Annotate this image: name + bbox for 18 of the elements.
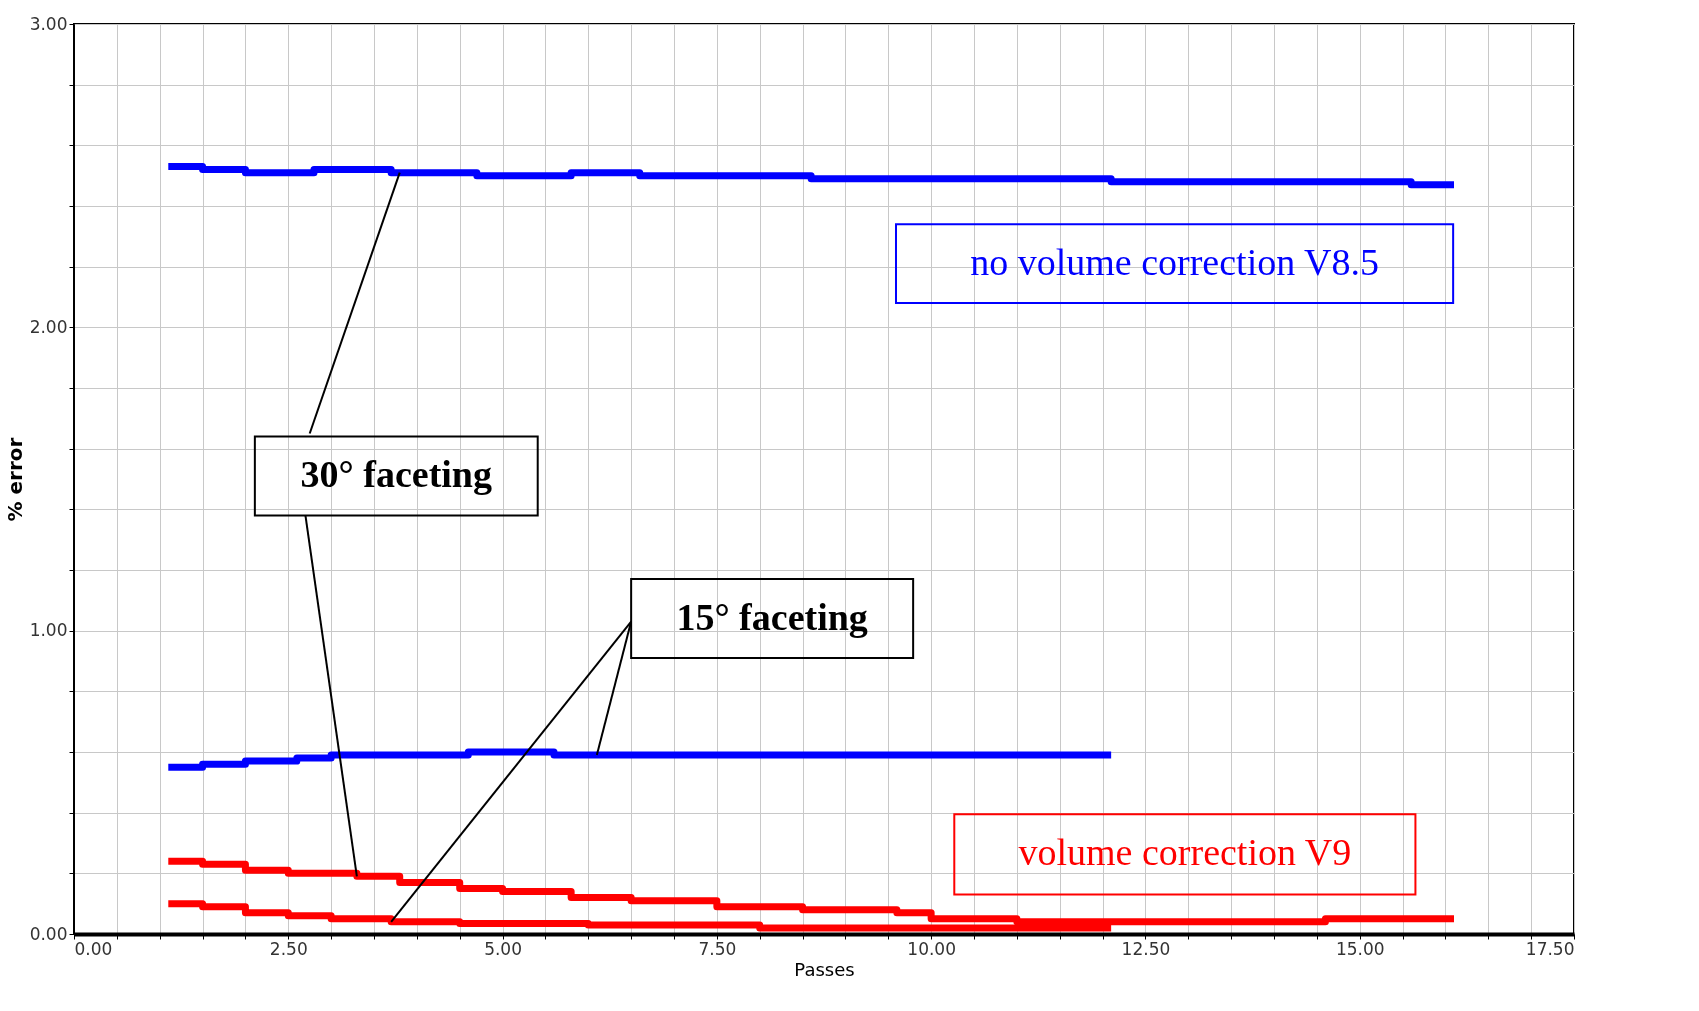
- y-axis-title: % error: [2, 437, 27, 522]
- x-tick-label: 0.00: [74, 938, 113, 959]
- x-tick-label: 10.00: [907, 938, 956, 959]
- y-tick-label: 3.00: [29, 13, 68, 34]
- x-tick-label: 12.50: [1121, 938, 1171, 959]
- annotation: 15° faceting: [676, 595, 868, 638]
- x-tick-label: 17.50: [1525, 938, 1575, 959]
- x-tick-label: 2.50: [269, 938, 308, 959]
- x-axis-title: Passes: [794, 958, 855, 980]
- x-tick-label: 15.00: [1335, 938, 1385, 959]
- x-tick-label: 7.50: [698, 938, 737, 959]
- x-tick-label: 5.00: [484, 938, 522, 959]
- y-tick-label: 1.00: [29, 620, 68, 641]
- annotation: no volume correction V8.5: [970, 240, 1379, 283]
- annotation: volume correction V9: [1018, 831, 1352, 874]
- y-tick-label: 0.00: [29, 923, 68, 944]
- y-tick-label: 2.00: [29, 316, 68, 337]
- annotation: 30° faceting: [300, 452, 492, 495]
